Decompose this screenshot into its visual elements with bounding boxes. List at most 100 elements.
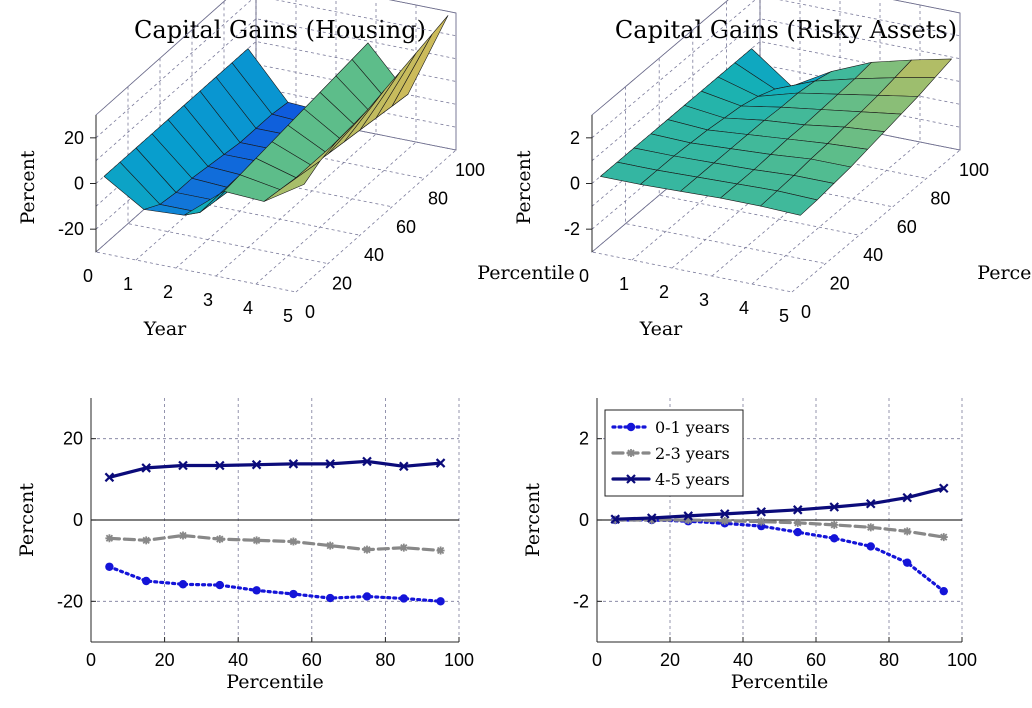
panel1-xtick-label: 5 bbox=[283, 306, 293, 326]
panel1-grid-z bbox=[95, 86, 457, 230]
panel1-title: Capital Gains (Housing) bbox=[134, 16, 426, 44]
panel1-ytick-label: 100 bbox=[455, 160, 485, 180]
panel4-xtick-label: 100 bbox=[947, 650, 977, 670]
panel1-grid-z bbox=[95, 41, 457, 184]
panel4-series-3-line bbox=[613, 486, 946, 521]
panel2-xtick-label: 4 bbox=[739, 298, 749, 318]
panel4-ytick-label: 0 bbox=[579, 510, 589, 530]
panel2-ytick-label: 40 bbox=[863, 245, 883, 265]
panel4-series-1-point bbox=[830, 534, 839, 543]
panel4-xtick-label: 20 bbox=[660, 650, 680, 670]
panel2-grid-y bbox=[692, 29, 893, 208]
panel3-series-1-point bbox=[289, 589, 298, 599]
panel1-xtick-label: 1 bbox=[123, 274, 133, 294]
panel3-ylabel: Percent bbox=[16, 483, 38, 557]
panel3-series-1-point bbox=[436, 597, 445, 606]
panel4-legend-label-2: 2-3 years bbox=[655, 444, 730, 463]
panel4-xtick-label: 40 bbox=[733, 650, 753, 670]
panel1-xtick-label: 0 bbox=[83, 266, 93, 286]
panel4-series-1-point bbox=[939, 586, 948, 596]
panel3-series-2-point bbox=[142, 536, 151, 545]
panel3-xtick-label: 0 bbox=[86, 650, 96, 670]
panel3-series-3-point bbox=[251, 459, 262, 470]
panel1-ytick-label: 80 bbox=[428, 188, 448, 208]
panel2-grid-y bbox=[591, 115, 793, 293]
panel2-grid-y bbox=[625, 86, 826, 264]
panel4-series-2-point bbox=[757, 517, 766, 526]
panel2-xlabel: Year bbox=[639, 318, 683, 340]
panel1-ytick-label: 0 bbox=[305, 302, 315, 322]
panel4-xtick-label: 60 bbox=[806, 650, 826, 670]
panel1-ytick-label: 60 bbox=[396, 217, 416, 237]
panel3-series-3-point bbox=[362, 456, 372, 467]
panel3-xtick-label: 100 bbox=[444, 650, 474, 670]
panel2-ylabel: Percentile bbox=[977, 262, 1032, 284]
panel3-series-2-point bbox=[215, 535, 224, 544]
panel1-ytick-label: 40 bbox=[364, 245, 384, 265]
panel4-series-1-point bbox=[903, 558, 912, 567]
panel3-series-1-line bbox=[107, 565, 443, 603]
panel1-xtick-label: 4 bbox=[243, 298, 253, 318]
panel1-ztick-label: 20 bbox=[64, 128, 84, 148]
panel1-zlabel: Percent bbox=[17, 150, 39, 224]
panel2-xtick-label: 2 bbox=[659, 282, 669, 302]
panel4-series-2-point bbox=[939, 533, 948, 542]
panel3-series-3-point bbox=[399, 461, 409, 472]
panel3-ytick-label: 0 bbox=[73, 510, 83, 530]
panel3-xtick-label: 20 bbox=[155, 650, 175, 670]
panel4-series-2-point bbox=[793, 518, 802, 527]
panel4-legend-marker-2 bbox=[627, 449, 635, 457]
panel2-grid-z bbox=[591, 0, 961, 139]
panel4-series-3-point bbox=[756, 507, 767, 517]
panel1-grid-y bbox=[191, 29, 393, 208]
panel3-series-1-point bbox=[326, 593, 335, 603]
panel2-xtick-label: 0 bbox=[579, 266, 589, 286]
panel2-ztick-label: -2 bbox=[564, 219, 580, 239]
panel4-ylabel: Percent bbox=[522, 483, 544, 557]
panel2-ytick-label: 80 bbox=[930, 188, 950, 208]
panel4-legend-marker-3 bbox=[626, 474, 636, 484]
panel2-grid-x bbox=[751, 5, 921, 285]
panel4-legend-marker-1 bbox=[626, 422, 636, 432]
panel2-xtick-label: 3 bbox=[699, 290, 709, 310]
panel1-ylabel: Percentile bbox=[477, 262, 574, 284]
panel3-series-1-point bbox=[105, 562, 114, 571]
panel4-ytick-label: -2 bbox=[573, 591, 589, 611]
panel3-series-3-line bbox=[107, 459, 443, 479]
panel4-series-2-point bbox=[684, 516, 693, 524]
panel1-ztick-label: -20 bbox=[58, 219, 84, 239]
panel2-xtick-label: 1 bbox=[619, 274, 629, 294]
panel3-series-2-point bbox=[326, 541, 335, 550]
panel2-ytick-label: 20 bbox=[830, 274, 850, 294]
panel4-series-2-point bbox=[830, 520, 839, 529]
panel1-xlabel: Year bbox=[143, 318, 187, 340]
panel2-xtick-label: 5 bbox=[779, 306, 789, 326]
panel3-series-2-point bbox=[105, 534, 114, 543]
panel4-ytick-label: 2 bbox=[579, 429, 589, 449]
panel3-series-3-point bbox=[141, 463, 151, 473]
panel2-grid-y bbox=[759, 0, 961, 151]
panel1-grid-y bbox=[95, 115, 297, 293]
panel1-grid-z bbox=[95, 18, 457, 161]
panel2-grid-z bbox=[591, 0, 961, 116]
panel3-xtick-label: 80 bbox=[375, 650, 395, 670]
panel2-zlabel: Percent bbox=[513, 150, 535, 224]
panel2-ytick-label: 60 bbox=[897, 217, 917, 237]
panel3-series-2-point bbox=[289, 537, 298, 546]
panel1-surface-face bbox=[263, 160, 321, 202]
panel4-series-3-point bbox=[792, 505, 803, 515]
panel3-series-2-point bbox=[436, 546, 445, 555]
panel4-series-3-point bbox=[610, 514, 621, 524]
panel3-series-3-point bbox=[325, 459, 335, 469]
panel3-series-3-point bbox=[288, 459, 299, 469]
panel1-grid-z bbox=[95, 0, 457, 139]
panel3-series-1-point bbox=[178, 580, 188, 589]
panel3-series-2-point bbox=[252, 536, 261, 545]
panel3-series-2-point bbox=[363, 545, 371, 554]
panel2-grid-z bbox=[591, 18, 961, 162]
panel4-xtick-label: 0 bbox=[592, 650, 602, 670]
panel4-series-3-point bbox=[938, 483, 949, 494]
panel3-ytick-label: 20 bbox=[63, 429, 83, 449]
panel3-series-3-point bbox=[178, 460, 188, 471]
